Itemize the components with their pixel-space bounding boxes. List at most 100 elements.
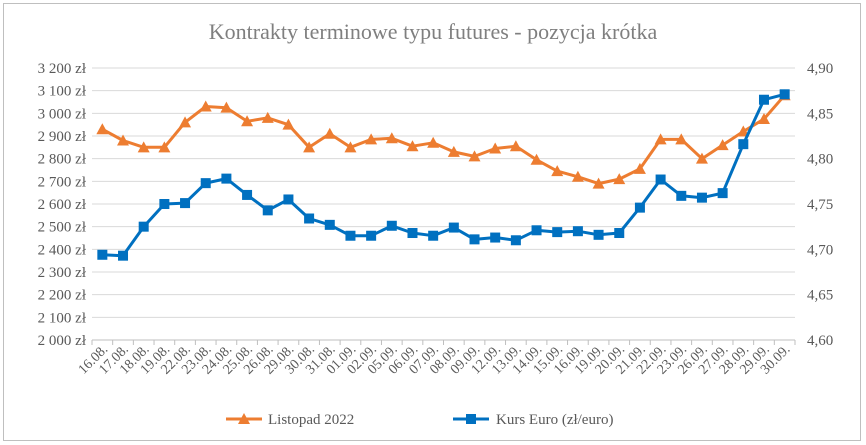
left-tick-label: 2 700 zł	[38, 174, 87, 190]
data-point-triangle	[241, 115, 254, 127]
data-point-triangle	[592, 177, 605, 189]
data-point-square	[738, 139, 749, 150]
left-tick-label: 3 100 zł	[38, 84, 87, 100]
gridlines	[92, 67, 795, 341]
data-point-square	[448, 222, 459, 233]
right-tick-label: 4,75	[807, 197, 833, 213]
legend-label-kurs-euro: Kurs Euro (zł/euro)	[496, 412, 613, 428]
data-point-triangle	[137, 141, 150, 153]
square-marker-icon	[466, 414, 476, 424]
data-point-square	[676, 190, 687, 201]
data-point-triangle	[261, 111, 274, 123]
left-tick-label: 2 300 zł	[38, 265, 87, 281]
data-point-square	[118, 250, 129, 261]
data-point-triangle	[427, 136, 440, 148]
axes	[91, 339, 796, 345]
data-point-square	[510, 235, 521, 246]
data-point-triangle	[509, 140, 522, 152]
data-point-square	[572, 226, 583, 237]
data-point-triangle	[695, 152, 708, 164]
left-tick-label: 2 600 zł	[38, 197, 87, 213]
data-point-square	[138, 221, 149, 232]
data-point-triangle	[323, 127, 336, 139]
right-tick-label: 4,85	[807, 106, 833, 122]
left-tick-label: 2 900 zł	[38, 129, 87, 145]
data-point-square	[490, 232, 501, 243]
series-layer	[96, 89, 791, 261]
data-point-triangle	[530, 153, 543, 165]
data-point-triangle	[571, 170, 584, 182]
data-point-square	[593, 229, 604, 240]
series-1	[97, 89, 790, 261]
data-point-square	[634, 202, 645, 213]
data-point-triangle	[365, 133, 378, 145]
data-point-square	[221, 173, 232, 184]
legend: Listopad 2022 Kurs Euro (zł/euro)	[226, 412, 613, 428]
series-0	[96, 89, 791, 189]
data-point-square	[242, 189, 253, 200]
data-point-triangle	[468, 150, 481, 162]
data-point-square	[779, 89, 790, 100]
data-point-square	[262, 205, 273, 216]
right-tick-label: 4,80	[807, 152, 833, 168]
data-point-square	[180, 198, 191, 209]
data-point-triangle	[406, 140, 419, 152]
data-point-square	[304, 213, 315, 224]
data-point-triangle	[551, 165, 564, 177]
right-tick-label: 4,70	[807, 242, 833, 258]
legend-label-listopad: Listopad 2022	[268, 412, 354, 428]
data-point-square	[366, 230, 377, 241]
legend-item-listopad: Listopad 2022	[226, 412, 354, 428]
left-tick-label: 3 200 zł	[38, 61, 87, 77]
data-point-triangle	[96, 123, 109, 135]
data-point-triangle	[654, 133, 667, 145]
data-point-triangle	[737, 125, 750, 137]
data-point-square	[614, 228, 625, 239]
left-axis-ticks: 2 000 zł 2 100 zł 2 200 zł 2 300 zł 2 400 zł…	[38, 61, 87, 349]
right-axis-ticks: 4,60 4,65 4,70 4,75 4,80 4,85 4,90	[807, 61, 833, 349]
data-point-square	[386, 220, 397, 231]
data-point-square	[552, 227, 563, 238]
series-line	[102, 92, 786, 258]
left-tick-label: 2 100 zł	[38, 310, 87, 326]
legend-item-kurs-euro: Kurs Euro (zł/euro)	[453, 412, 613, 428]
triangle-marker-icon	[238, 413, 250, 424]
data-point-triangle	[303, 141, 316, 153]
data-point-triangle	[179, 116, 192, 128]
data-point-triangle	[199, 100, 212, 112]
chart-title: Kontrakty terminowe typu futures - pozyc…	[209, 19, 658, 44]
data-point-square	[407, 228, 418, 239]
data-point-triangle	[344, 141, 357, 153]
data-point-triangle	[675, 133, 688, 145]
data-point-square	[655, 174, 666, 185]
left-tick-label: 2 500 zł	[38, 220, 87, 236]
left-tick-label: 2 200 zł	[38, 288, 87, 304]
data-point-triangle	[158, 141, 171, 153]
left-tick-label: 2 800 zł	[38, 152, 87, 168]
data-point-triangle	[757, 113, 770, 124]
data-point-triangle	[633, 162, 646, 174]
data-point-square	[469, 234, 480, 245]
data-point-triangle	[117, 134, 130, 146]
left-tick-label: 2 000 zł	[38, 333, 87, 349]
data-point-square	[758, 94, 769, 105]
data-point-square	[345, 230, 356, 241]
data-point-triangle	[282, 118, 295, 130]
right-tick-label: 4,65	[807, 288, 833, 304]
left-tick-label: 2 400 zł	[38, 242, 87, 258]
data-point-square	[324, 219, 335, 230]
data-point-square	[200, 178, 211, 189]
data-point-triangle	[385, 132, 398, 144]
data-point-triangle	[613, 173, 626, 185]
right-tick-label: 4,90	[807, 61, 833, 77]
data-point-square	[428, 230, 439, 241]
series-line	[101, 94, 786, 186]
data-point-triangle	[447, 145, 460, 157]
data-point-triangle	[716, 139, 729, 151]
data-point-square	[159, 199, 170, 209]
data-point-square	[283, 194, 294, 205]
data-point-triangle	[489, 142, 502, 154]
data-point-square	[696, 192, 707, 203]
left-tick-label: 3 000 zł	[38, 106, 87, 122]
